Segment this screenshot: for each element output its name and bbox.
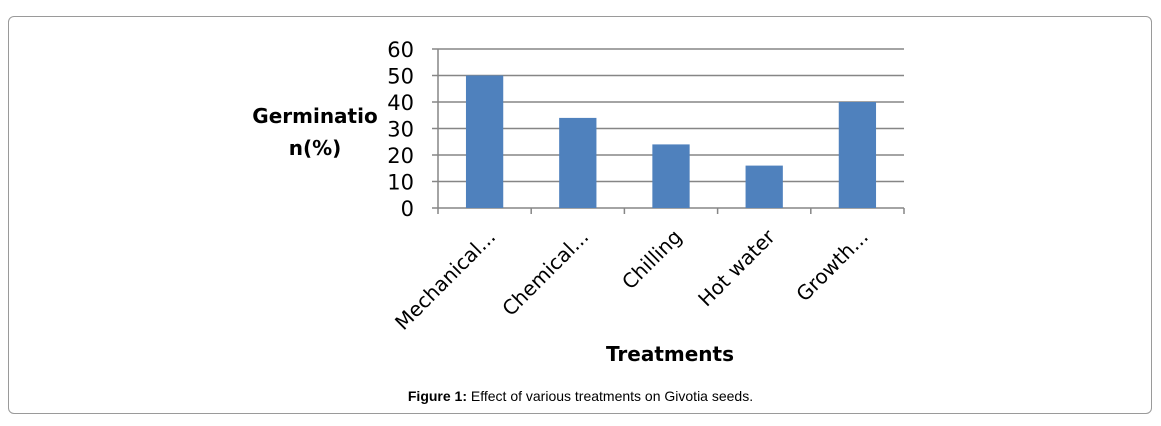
x-tick-label: Mechanical...: [390, 225, 500, 335]
y-axis-label: Germinatio n(%): [240, 100, 390, 164]
bar: [838, 102, 877, 208]
bar: [559, 117, 597, 208]
y-tick-label: 10: [387, 171, 414, 195]
bar: [652, 144, 690, 208]
y-tick-label: 50: [387, 65, 414, 89]
x-tick-label: Chilling: [617, 225, 686, 294]
bar: [465, 75, 504, 208]
figure-frame: [8, 16, 1152, 414]
figure-caption-label: Figure 1:: [407, 388, 467, 404]
y-tick-label: 20: [387, 144, 414, 168]
y-tick-label: 0: [401, 197, 414, 221]
y-axis-label-line-2: n(%): [288, 136, 342, 160]
x-tick-label: Hot water: [693, 224, 780, 311]
y-tick-label: 60: [387, 38, 414, 62]
y-tick-label: 30: [387, 118, 414, 142]
x-tick-label: Growth...: [791, 225, 873, 307]
figure-caption-text: Effect of various treatments on Givotia …: [467, 388, 754, 404]
x-axis-label: Treatments: [605, 342, 735, 366]
x-tick-label: Chemical...: [497, 225, 593, 321]
y-tick-label: 40: [387, 91, 414, 115]
y-axis-label-line-1: Germinatio: [252, 104, 378, 128]
bar: [745, 165, 783, 208]
figure-caption: Figure 1: Effect of various treatments o…: [0, 388, 1161, 404]
